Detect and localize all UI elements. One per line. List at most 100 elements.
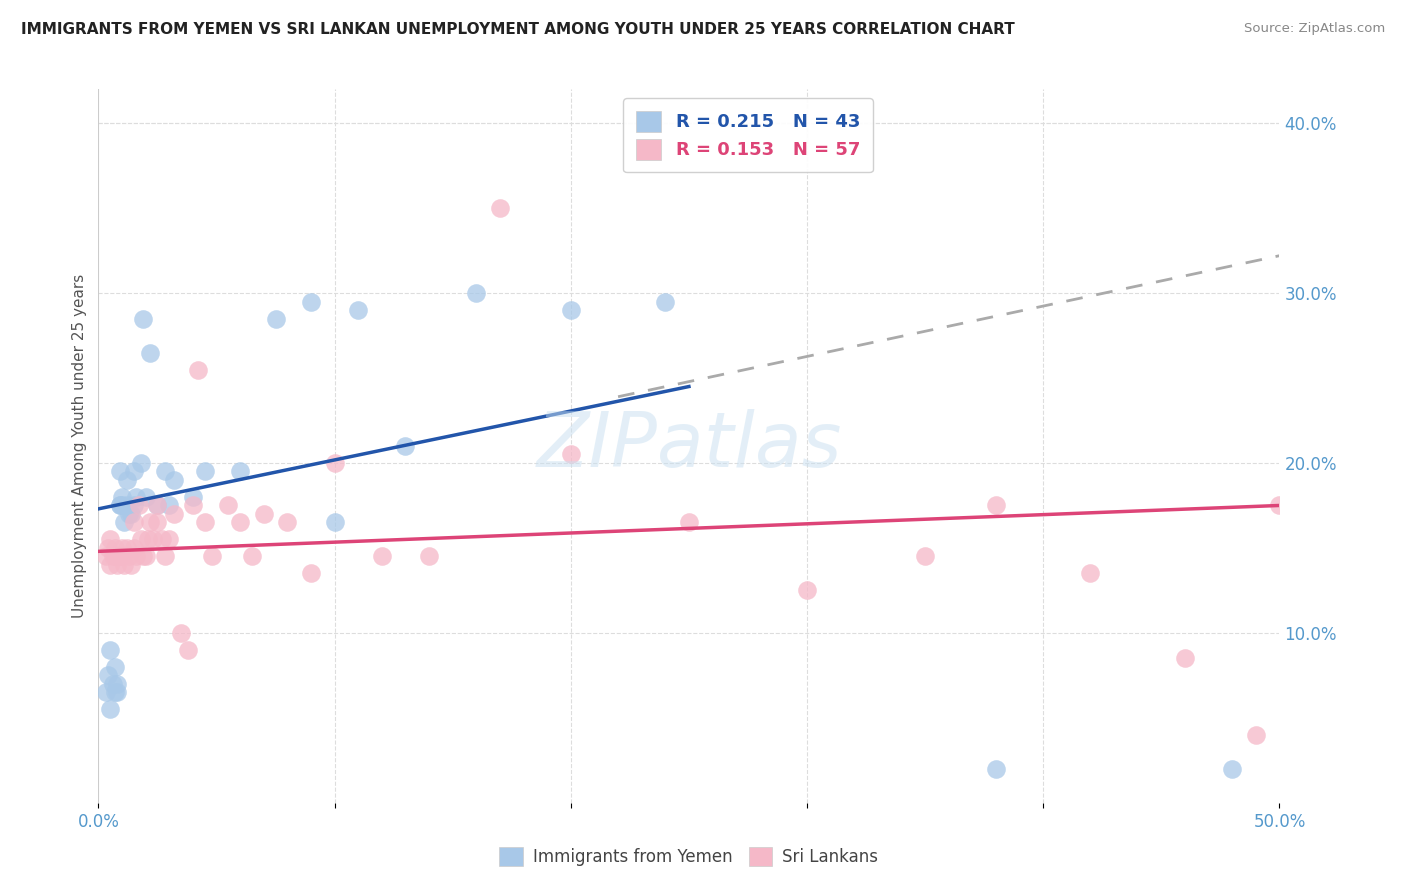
- Point: [129, 456, 152, 470]
- Point: [1080, 566, 1102, 581]
- Point: [128, 499, 150, 513]
- Point: [264, 311, 287, 326]
- Point: [104, 549, 127, 564]
- Point: [299, 566, 322, 581]
- Point: [97, 541, 120, 555]
- Point: [101, 677, 124, 691]
- Point: [104, 685, 127, 699]
- Point: [122, 465, 145, 479]
- Point: [105, 685, 128, 699]
- Point: [418, 549, 440, 564]
- Point: [97, 668, 120, 682]
- Point: [115, 473, 138, 487]
- Point: [118, 507, 141, 521]
- Point: [177, 643, 200, 657]
- Point: [136, 533, 159, 547]
- Text: ZIPatlas: ZIPatlas: [536, 409, 842, 483]
- Point: [181, 490, 204, 504]
- Point: [1268, 499, 1291, 513]
- Point: [984, 762, 1007, 776]
- Point: [108, 549, 131, 564]
- Point: [796, 583, 818, 598]
- Point: [146, 499, 169, 513]
- Point: [98, 643, 121, 657]
- Point: [101, 549, 124, 564]
- Y-axis label: Unemployment Among Youth under 25 years: Unemployment Among Youth under 25 years: [72, 274, 87, 618]
- Point: [111, 490, 134, 504]
- Point: [125, 490, 148, 504]
- Point: [105, 549, 128, 564]
- Point: [323, 456, 346, 470]
- Point: [104, 660, 127, 674]
- Point: [111, 541, 134, 555]
- Point: [323, 516, 346, 530]
- Point: [371, 549, 394, 564]
- Point: [678, 516, 700, 530]
- Point: [984, 499, 1007, 513]
- Point: [111, 499, 134, 513]
- Point: [105, 677, 128, 691]
- Point: [135, 549, 157, 564]
- Point: [299, 294, 322, 309]
- Point: [560, 448, 582, 462]
- Point: [98, 533, 121, 547]
- Point: [115, 541, 138, 555]
- Point: [98, 558, 121, 572]
- Point: [914, 549, 936, 564]
- Point: [276, 516, 298, 530]
- Point: [121, 558, 143, 572]
- Point: [104, 541, 127, 555]
- Point: [118, 549, 141, 564]
- Point: [108, 465, 131, 479]
- Point: [142, 533, 165, 547]
- Point: [125, 549, 148, 564]
- Point: [217, 499, 239, 513]
- Point: [153, 465, 176, 479]
- Legend: Immigrants from Yemen, Sri Lankans: Immigrants from Yemen, Sri Lankans: [492, 840, 886, 873]
- Point: [153, 549, 176, 564]
- Point: [122, 499, 145, 513]
- Point: [347, 303, 370, 318]
- Point: [229, 516, 252, 530]
- Point: [253, 507, 276, 521]
- Point: [194, 465, 217, 479]
- Point: [98, 702, 121, 716]
- Point: [654, 294, 676, 309]
- Point: [139, 516, 162, 530]
- Point: [112, 516, 135, 530]
- Point: [181, 499, 204, 513]
- Point: [157, 499, 180, 513]
- Point: [94, 549, 117, 564]
- Point: [163, 507, 186, 521]
- Point: [122, 516, 145, 530]
- Text: IMMIGRANTS FROM YEMEN VS SRI LANKAN UNEMPLOYMENT AMONG YOUTH UNDER 25 YEARS CORR: IMMIGRANTS FROM YEMEN VS SRI LANKAN UNEM…: [21, 22, 1015, 37]
- Point: [201, 549, 224, 564]
- Point: [94, 685, 117, 699]
- Point: [108, 499, 131, 513]
- Point: [1220, 762, 1243, 776]
- Point: [1244, 728, 1267, 742]
- Point: [132, 311, 155, 326]
- Point: [489, 201, 512, 215]
- Point: [1174, 651, 1197, 665]
- Point: [112, 558, 135, 572]
- Point: [229, 465, 252, 479]
- Point: [465, 286, 488, 301]
- Point: [105, 558, 128, 572]
- Point: [135, 490, 157, 504]
- Point: [132, 549, 155, 564]
- Point: [157, 533, 180, 547]
- Text: Source: ZipAtlas.com: Source: ZipAtlas.com: [1244, 22, 1385, 36]
- Point: [121, 507, 143, 521]
- Point: [187, 362, 209, 376]
- Point: [129, 533, 152, 547]
- Point: [146, 499, 169, 513]
- Point: [560, 303, 582, 318]
- Point: [394, 439, 416, 453]
- Point: [150, 533, 173, 547]
- Point: [163, 473, 186, 487]
- Point: [170, 626, 193, 640]
- Point: [194, 516, 217, 530]
- Point: [122, 541, 145, 555]
- Point: [240, 549, 263, 564]
